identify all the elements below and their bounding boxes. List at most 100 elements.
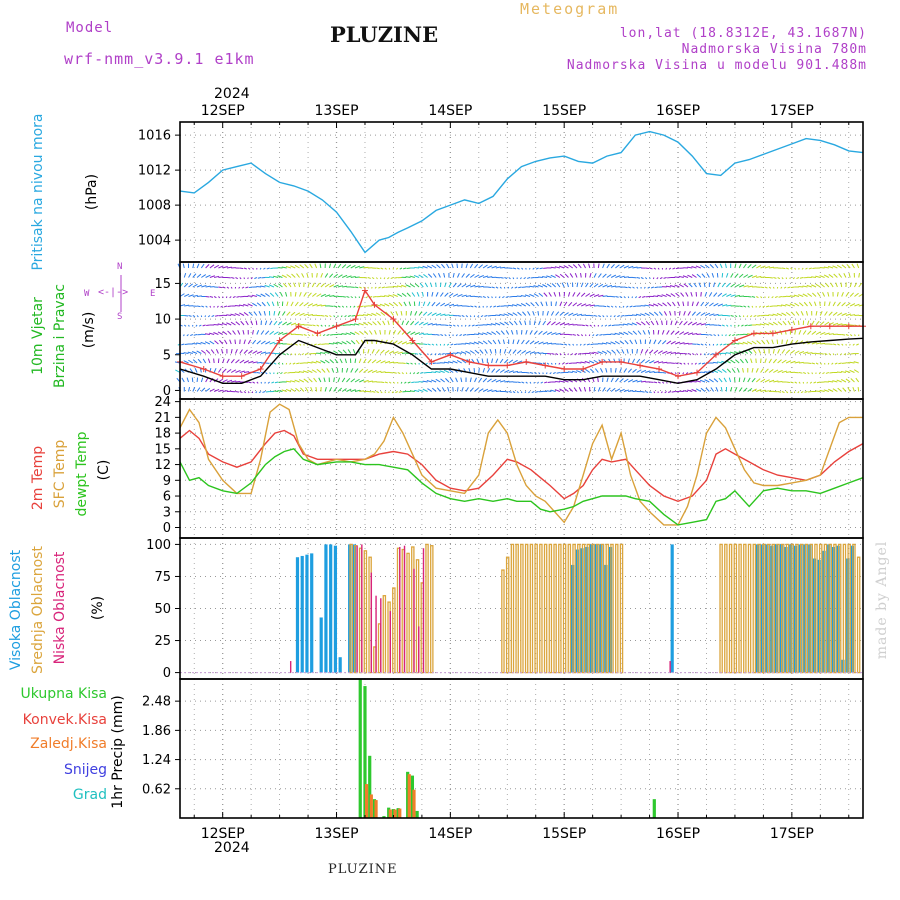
wind-barb xyxy=(524,294,531,297)
wind-barb xyxy=(422,311,428,316)
wind-barb xyxy=(678,310,681,316)
wind-barb xyxy=(381,286,386,289)
wind-barb xyxy=(827,362,830,365)
precip-bar-total xyxy=(382,816,386,818)
wind-barb xyxy=(418,301,421,307)
wind-barb xyxy=(692,322,698,326)
wind-barb xyxy=(640,348,644,354)
wind-barb xyxy=(743,387,748,392)
wind-barb xyxy=(534,351,540,354)
wind-barb xyxy=(738,263,742,269)
wind-barb xyxy=(614,340,620,345)
wind-barb xyxy=(505,296,509,298)
wind-barb xyxy=(319,263,322,269)
wind-barb xyxy=(538,292,544,297)
wind-barb xyxy=(478,274,484,278)
wind-barb xyxy=(764,379,770,383)
wind-barb xyxy=(216,305,219,308)
wind-barb xyxy=(423,333,429,335)
wind-barb xyxy=(812,292,817,297)
cloud-bar-low xyxy=(289,661,292,673)
wind-barb xyxy=(202,358,207,364)
wind-barb xyxy=(623,389,630,392)
wind-barb xyxy=(329,359,335,364)
wind-barb xyxy=(296,273,300,278)
wind-barb xyxy=(457,294,463,297)
wind-barb xyxy=(183,283,189,288)
cloud-bar-mid xyxy=(553,543,557,674)
x-tick-label-bottom: 13SEP xyxy=(315,826,359,842)
wind-barb xyxy=(392,285,398,288)
cloud-bar-high xyxy=(319,617,323,673)
wind-barb xyxy=(196,273,202,278)
wind-barb xyxy=(318,377,322,383)
wind-barb xyxy=(843,273,847,278)
wind-barb xyxy=(699,379,706,383)
wind-barb xyxy=(410,283,416,288)
wind-barb xyxy=(730,315,734,317)
wind-barb xyxy=(683,310,686,316)
wind-barb xyxy=(666,340,672,345)
wind-barb xyxy=(713,302,719,307)
wind-barb xyxy=(265,293,270,297)
wind-barb xyxy=(517,267,520,270)
wind-barb xyxy=(792,320,796,326)
wind-barb xyxy=(580,272,582,278)
wind-barb xyxy=(828,388,834,392)
wind-barb xyxy=(621,349,625,354)
wind-barb xyxy=(374,330,377,335)
wind-barb xyxy=(662,361,668,364)
wind-barb xyxy=(252,381,256,384)
wind-barb xyxy=(431,371,437,373)
wind-barb xyxy=(281,266,287,269)
wind-barb xyxy=(670,351,676,354)
wind-barb xyxy=(188,315,192,317)
wind-barb xyxy=(490,323,497,326)
wind-barb xyxy=(394,277,398,279)
wind-barb xyxy=(234,313,240,316)
wind-barb xyxy=(704,323,710,326)
wind-barb xyxy=(687,362,690,365)
wind-barb xyxy=(277,362,280,365)
wind-barb xyxy=(234,339,236,345)
wind-barb xyxy=(326,334,330,336)
wind-barb xyxy=(491,358,494,364)
wind-barb xyxy=(317,343,321,346)
wind-barb xyxy=(247,277,249,280)
wind-barb xyxy=(418,266,424,269)
wind-barb xyxy=(798,294,804,297)
wind-barb xyxy=(188,324,190,327)
wind-barb xyxy=(653,295,659,297)
wind-barb xyxy=(631,322,637,326)
wind-barb xyxy=(374,286,377,289)
wind-barb xyxy=(448,334,451,337)
wind-barb xyxy=(393,351,399,354)
wind-barb xyxy=(303,313,309,316)
wind-barb xyxy=(768,368,774,373)
wind-barb xyxy=(577,353,582,355)
wind-barb xyxy=(725,352,731,354)
wind-barb xyxy=(845,302,851,307)
wind-barb xyxy=(219,339,224,345)
wind-barb xyxy=(853,361,859,364)
wind-barb xyxy=(777,391,782,393)
wind-barb xyxy=(445,378,450,383)
wind-barb xyxy=(657,329,660,335)
wind-barb xyxy=(838,273,843,278)
wind-barb xyxy=(546,372,548,375)
wind-barb xyxy=(781,349,786,354)
wind-barb xyxy=(247,349,253,354)
wind-barb xyxy=(750,358,753,364)
wind-barb xyxy=(350,296,354,299)
wind-barb xyxy=(431,291,434,297)
wind-barb xyxy=(670,330,675,335)
wind-barb xyxy=(470,305,474,308)
wind-barb xyxy=(845,313,852,316)
wind-barb xyxy=(384,295,390,297)
wind-barb xyxy=(580,282,584,288)
wind-barb xyxy=(726,304,732,307)
wind-barb xyxy=(320,352,326,354)
wind-barb xyxy=(739,305,743,308)
wind-barb xyxy=(396,267,399,270)
wind-barb xyxy=(717,369,723,373)
